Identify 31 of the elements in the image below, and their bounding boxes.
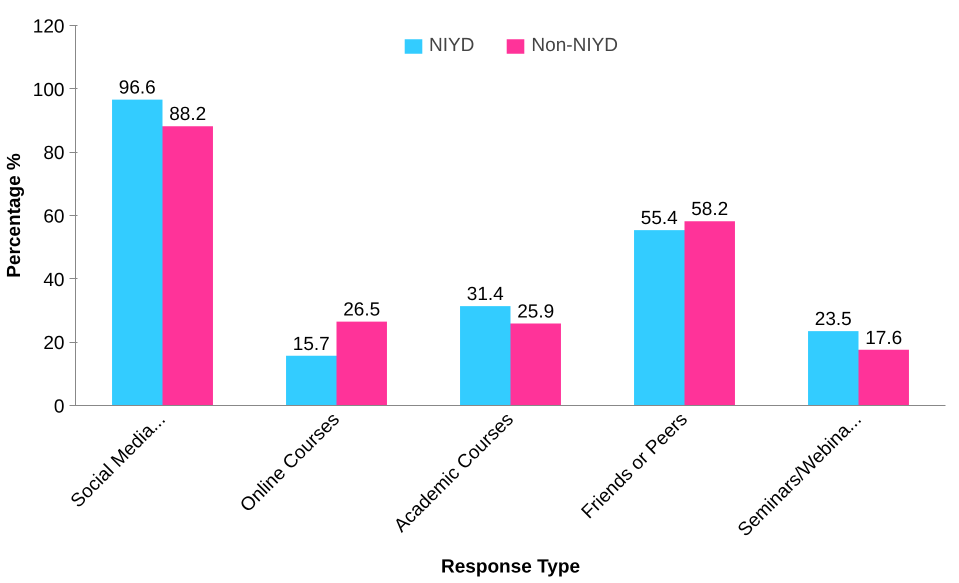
- bar: [510, 323, 561, 406]
- bar: [336, 322, 387, 406]
- data-label: 17.6: [865, 328, 902, 349]
- data-label: 31.4: [466, 284, 504, 306]
- y-tick-label: 60: [43, 206, 65, 228]
- data-label: 58.2: [691, 199, 728, 220]
- data-label: 26.5: [343, 300, 380, 321]
- data-label: 55.4: [640, 208, 678, 230]
- legend-label: NIYD: [429, 35, 474, 57]
- bar: [112, 100, 162, 406]
- bar: [684, 221, 735, 406]
- bar: [634, 230, 684, 406]
- y-tick-label: 80: [43, 143, 65, 164]
- data-label: 96.6: [118, 78, 156, 99]
- legend-label: Non-NIYD: [531, 35, 618, 57]
- data-label: 88.2: [169, 104, 206, 126]
- y-tick-label: 20: [43, 333, 65, 354]
- bar: [286, 356, 336, 406]
- bar: [162, 126, 213, 406]
- y-tick-label: 0: [54, 396, 65, 418]
- bar: [808, 331, 858, 406]
- y-tick-label: 100: [32, 80, 64, 101]
- x-axis-title: Response Type: [440, 556, 580, 578]
- bar: [460, 306, 510, 406]
- y-axis-title: Percentage %: [4, 153, 25, 278]
- y-tick-label: 40: [43, 270, 65, 291]
- bar: [858, 350, 909, 406]
- data-label: 23.5: [814, 309, 852, 330]
- data-label: 25.9: [517, 301, 554, 322]
- y-tick-label: 120: [32, 16, 64, 38]
- data-label: 15.7: [292, 334, 330, 355]
